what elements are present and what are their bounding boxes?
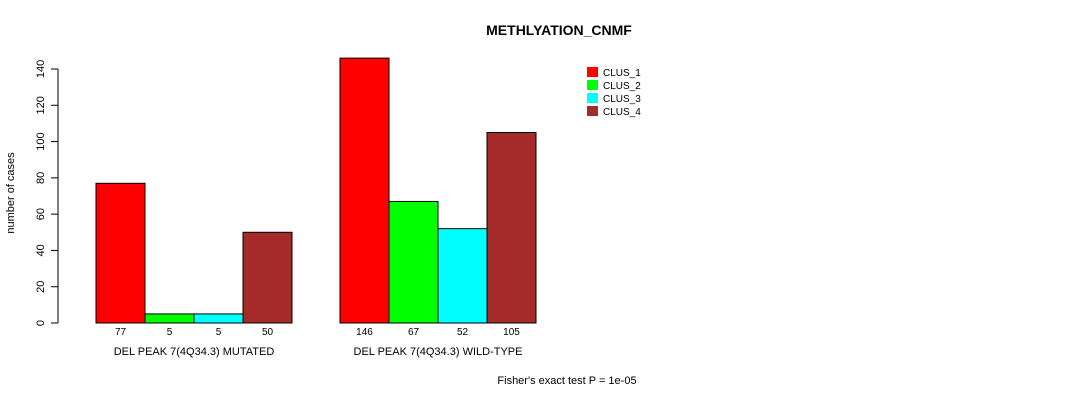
bar-value-label: 146 — [356, 327, 373, 338]
bar-clus-3 — [193, 313, 244, 324]
legend-swatch — [587, 93, 598, 103]
bar-clus-4 — [242, 231, 293, 324]
group-label: DEL PEAK 7(4Q34.3) MUTATED — [114, 346, 275, 358]
legend-label: CLUS_4 — [603, 107, 641, 118]
bars — [95, 57, 537, 324]
bar-value-label: 52 — [457, 327, 469, 338]
bar-clus-1 — [339, 57, 390, 324]
bar-value-label: 5 — [167, 327, 173, 338]
y-axis-label: number of cases — [5, 152, 17, 234]
bar-clus-2 — [388, 200, 439, 324]
legend-swatch — [587, 80, 598, 90]
bar-value-label: 5 — [216, 327, 222, 338]
y-tick-label: 0 — [35, 320, 47, 326]
y-tick-label: 40 — [35, 244, 47, 256]
bar-value-label: 50 — [262, 327, 274, 338]
bar-clus-1 — [95, 182, 146, 324]
legend-swatch — [587, 106, 598, 116]
chart-title: METHLYATION_CNMF — [486, 22, 632, 38]
bar-clus-4 — [486, 132, 537, 324]
group-label: DEL PEAK 7(4Q34.3) WILD-TYPE — [354, 346, 523, 358]
value-labels: 77 5 5 50 146 67 52 105 — [115, 327, 520, 338]
legend-label: CLUS_3 — [603, 94, 641, 105]
legend-swatch — [587, 67, 598, 77]
bar-value-label: 105 — [503, 327, 520, 338]
fisher-test-footnote: Fisher's exact test P = 1e-05 — [497, 375, 636, 387]
bar-value-label: 77 — [115, 327, 127, 338]
group-labels: DEL PEAK 7(4Q34.3) MUTATED DEL PEAK 7(4Q3… — [114, 346, 523, 358]
y-axis: 0 20 40 60 80 100 120 140 — [35, 60, 59, 326]
y-tick-label: 80 — [35, 172, 47, 184]
bar-clus-3 — [437, 228, 488, 324]
legend-label: CLUS_1 — [603, 68, 641, 79]
legend-label: CLUS_2 — [603, 81, 641, 92]
legend: CLUS_1 CLUS_2 CLUS_3 CLUS_4 — [587, 67, 641, 118]
bar-value-label: 67 — [408, 327, 420, 338]
y-tick-label: 100 — [35, 132, 47, 150]
y-tick-label: 20 — [35, 281, 47, 293]
y-tick-label: 120 — [35, 96, 47, 114]
y-tick-label: 60 — [35, 208, 47, 220]
y-tick-label: 140 — [35, 60, 47, 78]
bar-clus-2 — [144, 313, 195, 324]
